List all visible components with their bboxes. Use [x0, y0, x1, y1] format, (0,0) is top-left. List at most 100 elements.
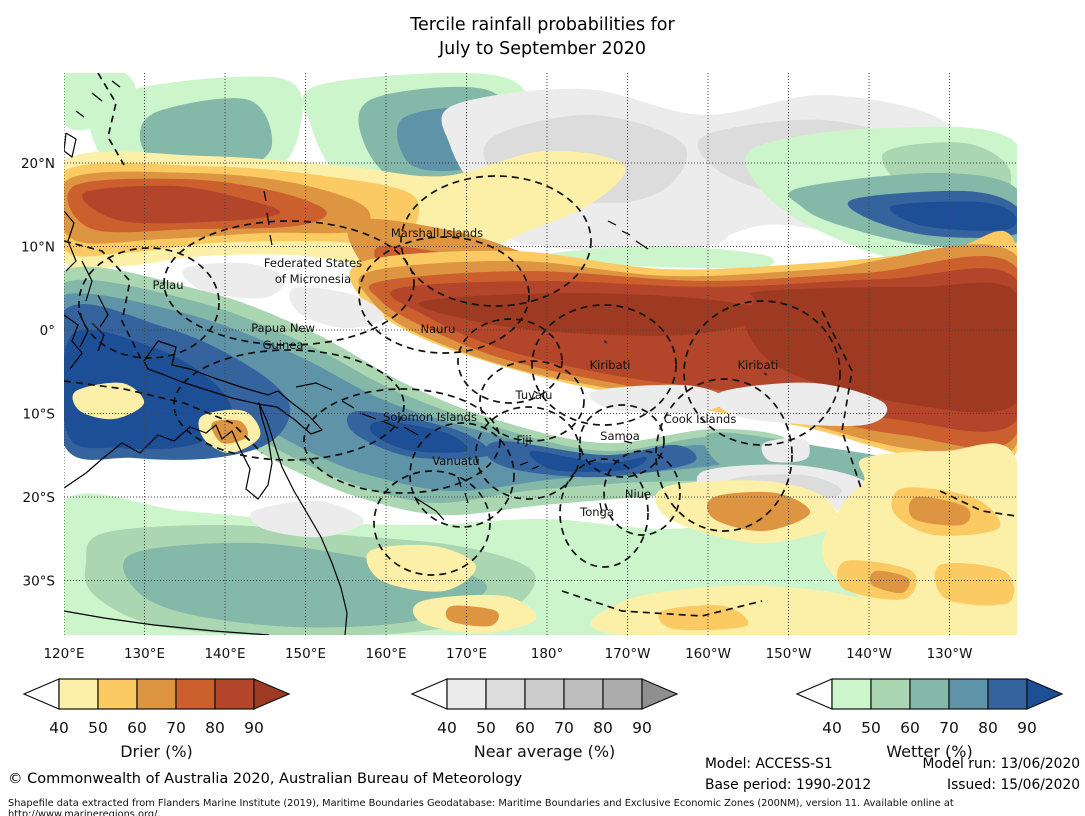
- legend-tick-label: 80: [205, 719, 225, 737]
- legend-tick-label: 40: [49, 719, 69, 737]
- eez-boundary: [358, 236, 530, 354]
- graticule: [64, 73, 1017, 635]
- coastline: [64, 314, 83, 370]
- country-label: Kiribati: [590, 358, 631, 372]
- coastline: [341, 400, 355, 409]
- country-label: Nauru: [421, 322, 456, 336]
- country-label: Marshall Islands: [391, 226, 483, 240]
- legend-tick-label: 80: [593, 719, 613, 737]
- x-tick-label: 170°W: [605, 646, 651, 662]
- y-tick-label: 10°N: [21, 240, 55, 256]
- eez-boundary: [303, 388, 501, 494]
- region-d60: [706, 491, 811, 532]
- region-d40: [72, 382, 145, 420]
- region-g40: [589, 384, 727, 414]
- base-period: Base period: 1990-2012: [705, 777, 872, 793]
- region-d50: [934, 563, 1015, 606]
- x-tick-label: 140°E: [204, 646, 245, 662]
- eez-boundary: [475, 406, 581, 500]
- coastline: [607, 220, 617, 226]
- country-label: Cook Islands: [664, 412, 737, 426]
- country-label: Vanuatu: [432, 454, 479, 468]
- x-tick-label: 120°E: [43, 646, 84, 662]
- region-w80: [485, 440, 697, 478]
- model-run-date: Model run: 13/06/2020: [922, 756, 1080, 772]
- eez-boundary: [173, 349, 405, 461]
- legend-tick-label: 90: [244, 719, 264, 737]
- country-labels: Palau Federated States of Micronesia Marsha…: [153, 226, 779, 519]
- legend-arrow-right: [253, 678, 291, 710]
- legend-svg: 40 50 60 70 80 90 Drier (%): [22, 678, 291, 761]
- copyright-text: © Commonwealth of Australia 2020, Austra…: [8, 771, 523, 787]
- coastline: [533, 390, 538, 394]
- coastline: [531, 465, 540, 470]
- eez-boundaries: [64, 73, 1017, 617]
- country-label: Federated States: [264, 256, 362, 270]
- eez-boundary-line: [561, 590, 763, 617]
- y-tick-label: 20°S: [23, 490, 56, 506]
- country-label: Samoa: [600, 429, 640, 443]
- region-d90: [744, 282, 1017, 413]
- eez-boundary: [78, 247, 220, 359]
- legend-tick-label: 70: [554, 719, 574, 737]
- coastline: [91, 322, 105, 352]
- country-label: Papua New: [251, 321, 315, 335]
- eez-boundary-line: [821, 310, 863, 492]
- eez-boundary: [603, 450, 681, 536]
- eez-boundary: [409, 422, 515, 528]
- region-w90: [889, 201, 1017, 231]
- model-name: Model: ACCESS-S1: [705, 756, 833, 772]
- legend-swatch: [563, 678, 604, 710]
- x-tick-label: 150°W: [766, 646, 812, 662]
- coastline: [635, 240, 649, 250]
- eez-boundary: [163, 220, 415, 346]
- coastline: [64, 132, 77, 158]
- coastline: [64, 210, 77, 272]
- country-label: Tuvalu: [515, 388, 553, 402]
- legend-swatch: [175, 678, 216, 710]
- legend-title: Drier (%): [120, 742, 193, 761]
- legend-swatch: [602, 678, 643, 710]
- legend-drier: 40 50 60 70 80 90 Drier (%): [19, 676, 299, 766]
- y-tick-label: 10°S: [23, 407, 56, 423]
- legend-wetter: 40 50 60 70 80 90 Wetter (%): [792, 676, 1072, 766]
- legend-arrow-right: [1026, 678, 1064, 710]
- legend-swatch: [948, 678, 989, 710]
- region-g40: [182, 262, 285, 299]
- country-label: Fiji: [516, 433, 531, 447]
- legend-swatch: [987, 678, 1028, 710]
- coastline: [81, 260, 93, 302]
- country-label: Tonga: [579, 505, 614, 519]
- coastline: [464, 492, 469, 504]
- coastline: [413, 496, 445, 521]
- x-tick-label: 150°E: [285, 646, 326, 662]
- legend-arrow-right: [641, 678, 679, 710]
- legend-near-average: 40 50 60 70 80 90 Near average (%): [407, 676, 687, 766]
- legend-tick-label: 80: [978, 719, 998, 737]
- map-svg: Palau Federated States of Micronesia Marsha…: [21, 73, 1017, 662]
- country-label: Palau: [153, 278, 184, 292]
- legend-arrow-left: [410, 678, 448, 710]
- legend-svg: 40 50 60 70 80 90 Wetter (%): [795, 678, 1064, 761]
- x-tick-label: 130°E: [124, 646, 165, 662]
- coastline: [359, 412, 377, 420]
- y-tick-label: 20°N: [21, 156, 55, 172]
- eez-boundary: [531, 304, 677, 426]
- coastline: [64, 402, 348, 635]
- legend-title: Near average (%): [474, 742, 616, 761]
- x-tick-label: 180°: [531, 646, 564, 662]
- legend-tick-label: 40: [822, 719, 842, 737]
- country-label: Solomon Islands: [383, 410, 477, 424]
- legend-arrow-left: [795, 678, 833, 710]
- eez-boundary-line: [64, 380, 263, 454]
- legend-swatch: [909, 678, 950, 710]
- legend-title: Wetter (%): [886, 742, 972, 761]
- legend-swatch: [870, 678, 911, 710]
- region-d90: [418, 292, 775, 336]
- coastline: [599, 502, 603, 514]
- region-d60: [211, 419, 248, 444]
- legend-swatch: [831, 678, 872, 710]
- chart-title-line1: Tercile rainfall probabilities for: [410, 15, 675, 35]
- x-tick-label: 160°W: [685, 646, 731, 662]
- coastline: [621, 230, 631, 236]
